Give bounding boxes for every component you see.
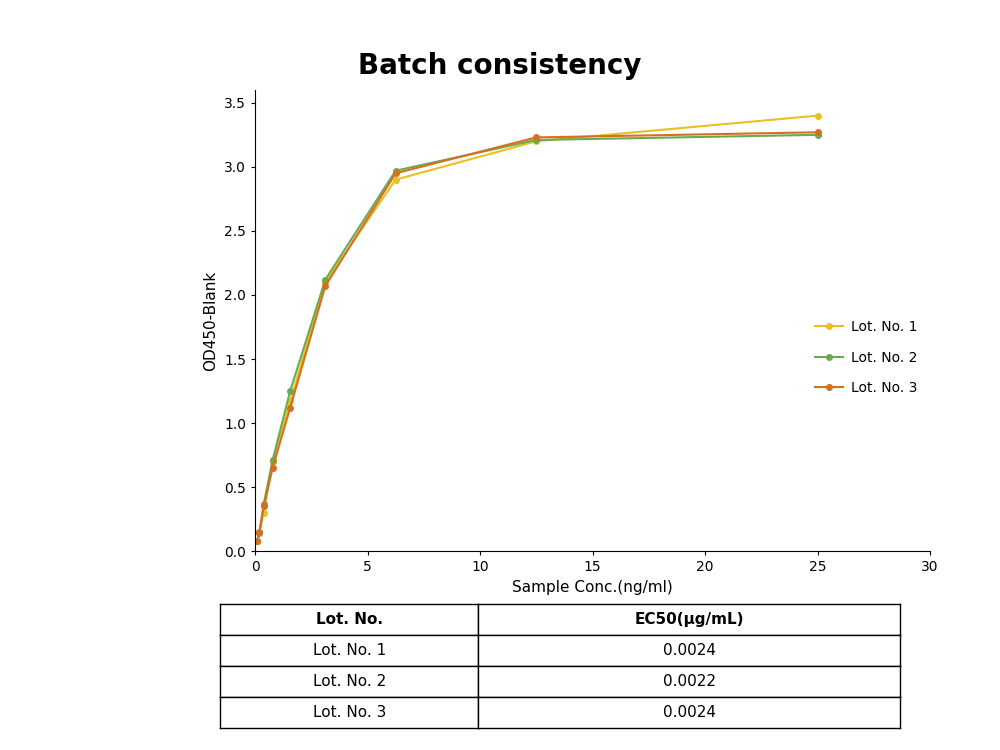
Line: Lot. No. 1: Lot. No. 1 <box>254 112 820 544</box>
Text: EC50(μg/mL): EC50(μg/mL) <box>634 612 744 627</box>
Text: Lot. No. 1: Lot. No. 1 <box>313 643 386 658</box>
Lot. No. 3 <box>251 536 263 545</box>
Lot. No. 3 <box>390 169 402 178</box>
Lot. No. 2 <box>812 130 824 140</box>
Lot. No. 1 <box>284 397 296 406</box>
Lot. No. 3 <box>812 128 824 136</box>
Text: Batch consistency: Batch consistency <box>358 53 642 80</box>
Lot. No. 2 <box>251 536 263 545</box>
Lot. No. 3 <box>258 502 270 511</box>
Lot. No. 1 <box>319 278 331 286</box>
Text: 0.0024: 0.0024 <box>663 704 716 719</box>
Lot. No. 1 <box>812 111 824 120</box>
Line: Lot. No. 3: Lot. No. 3 <box>254 130 820 544</box>
Line: Lot. No. 2: Lot. No. 2 <box>254 132 820 544</box>
Legend: Lot. No. 1, Lot. No. 2, Lot. No. 3: Lot. No. 1, Lot. No. 2, Lot. No. 3 <box>809 314 923 400</box>
Lot. No. 3 <box>319 281 331 290</box>
Lot. No. 3 <box>284 404 296 412</box>
Lot. No. 2 <box>284 386 296 395</box>
Lot. No. 1 <box>530 136 542 146</box>
Lot. No. 3 <box>253 527 265 536</box>
Text: 0.0024: 0.0024 <box>663 643 716 658</box>
Lot. No. 3 <box>530 133 542 142</box>
Lot. No. 1 <box>251 536 263 545</box>
Text: 0.0022: 0.0022 <box>663 674 716 688</box>
Lot. No. 2 <box>390 166 402 176</box>
Lot. No. 1 <box>258 509 270 518</box>
Text: Lot. No. 2: Lot. No. 2 <box>313 674 386 688</box>
Text: Lot. No. 3: Lot. No. 3 <box>313 704 386 719</box>
Y-axis label: OD450-Blank: OD450-Blank <box>203 271 218 370</box>
Lot. No. 1 <box>390 176 402 184</box>
Lot. No. 2 <box>319 275 331 284</box>
Text: Lot. No.: Lot. No. <box>316 612 383 627</box>
Lot. No. 2 <box>267 456 279 465</box>
Lot. No. 3 <box>267 464 279 472</box>
Lot. No. 2 <box>530 136 542 145</box>
Lot. No. 1 <box>267 457 279 466</box>
Lot. No. 2 <box>258 500 270 508</box>
X-axis label: Sample Conc.(ng/ml): Sample Conc.(ng/ml) <box>512 580 673 595</box>
Lot. No. 1 <box>253 527 265 536</box>
Lot. No. 2 <box>253 529 265 538</box>
